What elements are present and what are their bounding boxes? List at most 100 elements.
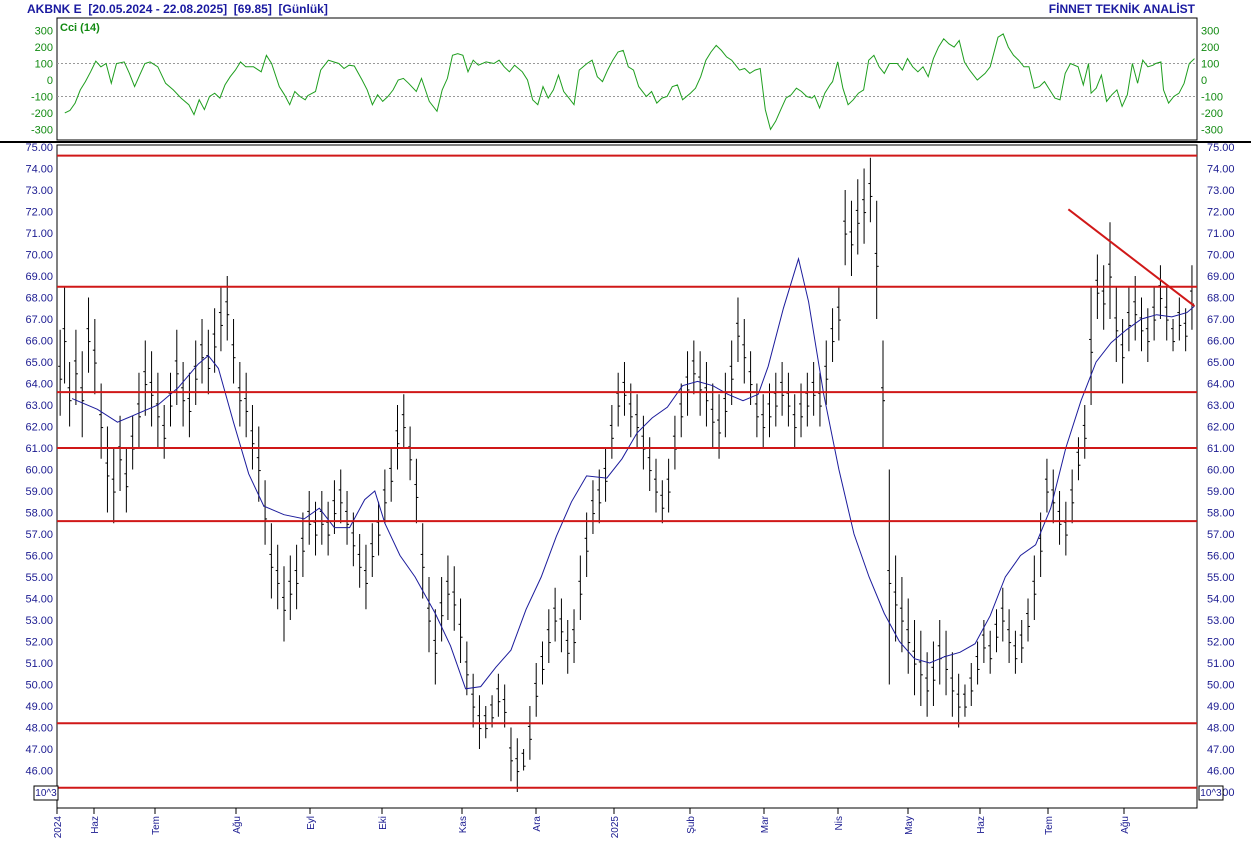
price-tick-label-right: 54.00 bbox=[1207, 594, 1235, 606]
price-tick-label-left: 51.00 bbox=[25, 658, 53, 670]
price-tick-label-left: 64.00 bbox=[25, 379, 53, 391]
cci-tick-label-right: -100 bbox=[1201, 91, 1223, 103]
cci-tick-label-right: 200 bbox=[1201, 42, 1219, 54]
price-tick-label-right: 62.00 bbox=[1207, 422, 1235, 434]
cci-tick-label-left: 0 bbox=[47, 75, 53, 87]
price-tick-label-left: 52.00 bbox=[25, 637, 53, 649]
cci-title: Cci (14) bbox=[60, 22, 100, 34]
price-tick-label-right: 51.00 bbox=[1207, 658, 1235, 670]
price-tick-label-left: 53.00 bbox=[25, 615, 53, 627]
price-tick-label-left: 69.00 bbox=[25, 271, 53, 283]
price-tick-label-left: 58.00 bbox=[25, 508, 53, 520]
x-axis-label: Ara bbox=[532, 816, 543, 832]
price-tick-label-right: 57.00 bbox=[1207, 529, 1235, 541]
price-tick-label-left: 71.00 bbox=[25, 228, 53, 240]
price-tick-label-left: 54.00 bbox=[25, 594, 53, 606]
x-axis-label: 2025 bbox=[610, 816, 621, 839]
price-tick-label-right: 56.00 bbox=[1207, 551, 1235, 563]
x-axis-label: Ağu bbox=[1120, 816, 1131, 834]
price-tick-label-left: 72.00 bbox=[25, 207, 53, 219]
price-tick-label-right: 55.00 bbox=[1207, 572, 1235, 584]
price-tick-label-right: 47.00 bbox=[1207, 744, 1235, 756]
price-tick-label-right: 69.00 bbox=[1207, 271, 1235, 283]
cci-tick-label-left: -300 bbox=[31, 124, 53, 136]
x-axis-label: Eyl bbox=[306, 816, 317, 830]
cci-tick-label-right: -300 bbox=[1201, 124, 1223, 136]
cci-tick-label-left: -100 bbox=[31, 91, 53, 103]
cci-tick-label-right: 0 bbox=[1201, 75, 1207, 87]
x-axis-label: Eki bbox=[378, 816, 389, 830]
price-tick-label-right: 70.00 bbox=[1207, 250, 1235, 262]
price-tick-label-right: 73.00 bbox=[1207, 185, 1235, 197]
x-axis-label: May bbox=[904, 816, 915, 835]
price-tick-label-left: 68.00 bbox=[25, 293, 53, 305]
price-tick-label-right: 46.00 bbox=[1207, 766, 1235, 778]
scale-badge-frame bbox=[1198, 785, 1224, 801]
chart-header-left: AKBNK E [20.05.2024 - 22.08.2025] [69.85… bbox=[27, 2, 328, 16]
price-tick-label-right: 49.00 bbox=[1207, 701, 1235, 713]
x-axis-label: Ağu bbox=[232, 816, 243, 834]
cci-tick-label-right: 300 bbox=[1201, 26, 1219, 38]
cci-tick-label-right: -200 bbox=[1201, 108, 1223, 120]
price-tick-label-right: 75.00 bbox=[1207, 142, 1235, 154]
price-tick-label-right: 63.00 bbox=[1207, 400, 1235, 412]
price-tick-label-right: 61.00 bbox=[1207, 443, 1235, 455]
x-axis-label: Kas bbox=[458, 816, 469, 833]
price-tick-label-left: 66.00 bbox=[25, 336, 53, 348]
x-axis-label: Mar bbox=[760, 815, 771, 833]
price-tick-label-right: 50.00 bbox=[1207, 680, 1235, 692]
price-tick-label-right: 72.00 bbox=[1207, 207, 1235, 219]
x-axis-label: Haz bbox=[90, 816, 101, 834]
scale-badge-label: 10^3 bbox=[35, 788, 57, 799]
period-label: [Günlük] bbox=[278, 2, 328, 16]
moving-average-line bbox=[71, 256, 1195, 690]
x-axis-label: 2024 bbox=[53, 816, 64, 839]
price-tick-label-left: 48.00 bbox=[25, 723, 53, 735]
price-tick-label-left: 56.00 bbox=[25, 551, 53, 563]
scale-badge-label: 10^3 bbox=[1200, 788, 1222, 799]
price-tick-label-left: 74.00 bbox=[25, 164, 53, 176]
x-axis-label: Nis bbox=[834, 816, 845, 830]
price-tick-label-left: 55.00 bbox=[25, 572, 53, 584]
price-tick-label-left: 57.00 bbox=[25, 529, 53, 541]
descending-trendline bbox=[1067, 208, 1196, 307]
price-tick-label-right: 74.00 bbox=[1207, 164, 1235, 176]
price-panel-frame bbox=[56, 144, 1198, 809]
price-tick-label-left: 59.00 bbox=[25, 486, 53, 498]
price-tick-label-left: 46.00 bbox=[25, 766, 53, 778]
price-tick-label-right: 66.00 bbox=[1207, 336, 1235, 348]
cci-series-line bbox=[64, 33, 1195, 131]
price-tick-label-left: 62.00 bbox=[25, 422, 53, 434]
price-tick-label-left: 65.00 bbox=[25, 357, 53, 369]
x-axis-label: Şub bbox=[686, 816, 697, 834]
price-tick-label-right: 68.00 bbox=[1207, 293, 1235, 305]
price-tick-label-right: 67.00 bbox=[1207, 314, 1235, 326]
price-tick-label-left: 75.00 bbox=[25, 142, 53, 154]
price-tick-label-left: 47.00 bbox=[25, 744, 53, 756]
cci-tick-label-left: -200 bbox=[31, 108, 53, 120]
cci-panel-frame bbox=[56, 17, 1198, 141]
symbol-label: AKBNK E bbox=[27, 2, 82, 16]
price-tick-label-left: 73.00 bbox=[25, 185, 53, 197]
cci-tick-label-left: 200 bbox=[35, 42, 53, 54]
price-tick-label-left: 67.00 bbox=[25, 314, 53, 326]
cci-tick-label-right: 100 bbox=[1201, 59, 1219, 71]
price-tick-label-right: 52.00 bbox=[1207, 637, 1235, 649]
price-tick-label-right: 48.00 bbox=[1207, 723, 1235, 735]
price-tick-label-left: 61.00 bbox=[25, 443, 53, 455]
price-tick-label-right: 53.00 bbox=[1207, 615, 1235, 627]
price-tick-label-right: 71.00 bbox=[1207, 228, 1235, 240]
date-range-label: [20.05.2024 - 22.08.2025] bbox=[88, 2, 228, 16]
scale-badge-frame bbox=[33, 785, 59, 801]
price-tick-label-right: 60.00 bbox=[1207, 465, 1235, 477]
x-axis-label: Tem bbox=[1044, 816, 1055, 835]
cci-tick-label-left: 100 bbox=[35, 59, 53, 71]
price-tick-label-right: 59.00 bbox=[1207, 486, 1235, 498]
price-tick-label-right: 65.00 bbox=[1207, 357, 1235, 369]
x-axis-label: Tem bbox=[151, 816, 162, 835]
price-tick-label-left: 49.00 bbox=[25, 701, 53, 713]
cci-tick-label-left: 300 bbox=[35, 26, 53, 38]
x-axis-label: Haz bbox=[976, 816, 987, 834]
price-tick-label-left: 70.00 bbox=[25, 250, 53, 262]
